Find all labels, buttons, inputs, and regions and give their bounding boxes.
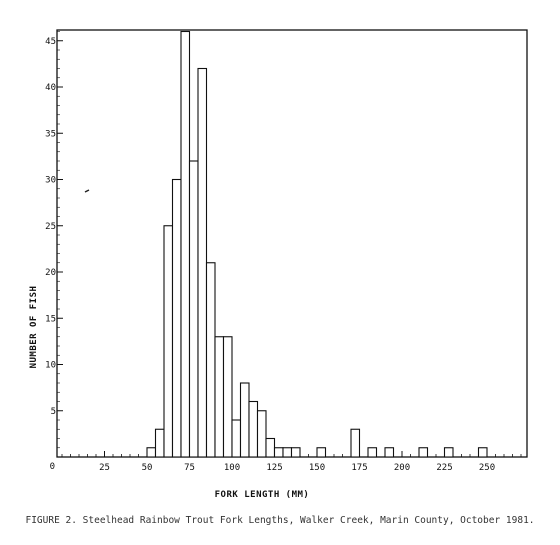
bar-50 bbox=[146, 447, 157, 458]
bar-135 bbox=[290, 447, 301, 458]
bar-115 bbox=[256, 410, 267, 458]
bar-85 bbox=[205, 262, 216, 458]
x-axis-title: FORK LENGTH (MM) bbox=[215, 490, 310, 500]
x-tick-label-100: 100 bbox=[224, 463, 240, 473]
bar-150 bbox=[316, 447, 327, 458]
plot-frame bbox=[56, 29, 528, 458]
x-tick-label-25: 25 bbox=[99, 463, 110, 473]
stray-mark bbox=[84, 189, 90, 193]
bar-110 bbox=[248, 400, 259, 458]
y-tick-label-0: 0 bbox=[50, 462, 55, 472]
y-tick-label-45: 45 bbox=[45, 37, 56, 47]
y-tick-label-25: 25 bbox=[45, 222, 56, 232]
bar-125 bbox=[273, 447, 284, 458]
y-axis-title: NUMBER OF FISH bbox=[29, 286, 39, 369]
bar-70 bbox=[180, 30, 191, 458]
bar-100 bbox=[231, 419, 242, 458]
x-tick-label-125: 125 bbox=[266, 463, 282, 473]
bar-180 bbox=[367, 447, 378, 458]
x-tick-label-200: 200 bbox=[394, 463, 410, 473]
histogram-bars bbox=[146, 30, 488, 458]
bar-105 bbox=[239, 382, 250, 458]
y-tick-label-15: 15 bbox=[45, 314, 56, 324]
y-tick-label-40: 40 bbox=[45, 83, 56, 93]
y-tick-label-10: 10 bbox=[45, 361, 56, 371]
bar-55 bbox=[154, 428, 165, 458]
bar-60 bbox=[163, 225, 174, 458]
minor-ticks bbox=[57, 31, 522, 458]
bar-65 bbox=[171, 178, 182, 458]
y-tick-label-30: 30 bbox=[45, 176, 56, 186]
y-tick-label-5: 5 bbox=[51, 407, 56, 417]
bar-80 bbox=[197, 67, 208, 458]
x-tick-label-225: 225 bbox=[436, 463, 452, 473]
figure-caption: FIGURE 2. Steelhead Rainbow Trout Fork L… bbox=[25, 515, 535, 526]
x-tick-label-150: 150 bbox=[309, 463, 325, 473]
x-tick-label-75: 75 bbox=[184, 463, 195, 473]
bar-225 bbox=[443, 447, 454, 458]
bar-245 bbox=[477, 447, 488, 458]
bar-190 bbox=[384, 447, 395, 458]
bar-75 bbox=[188, 160, 199, 458]
x-tick-label-50: 50 bbox=[142, 463, 153, 473]
x-tick-label-175: 175 bbox=[351, 463, 367, 473]
x-tick-label-250: 250 bbox=[479, 463, 495, 473]
y-axis-ticks: 0 5 10 15 20 25 30 35 40 45 bbox=[45, 37, 63, 472]
bar-120 bbox=[265, 437, 276, 458]
bar-210 bbox=[418, 447, 429, 458]
y-tick-label-20: 20 bbox=[45, 268, 56, 278]
bar-95 bbox=[222, 336, 233, 458]
bar-130 bbox=[282, 447, 293, 458]
bar-170 bbox=[350, 428, 361, 458]
bar-90 bbox=[214, 336, 225, 458]
y-tick-label-35: 35 bbox=[45, 129, 56, 139]
x-axis-ticks: 25 50 75 100 125 150 175 200 225 250 bbox=[99, 451, 495, 473]
